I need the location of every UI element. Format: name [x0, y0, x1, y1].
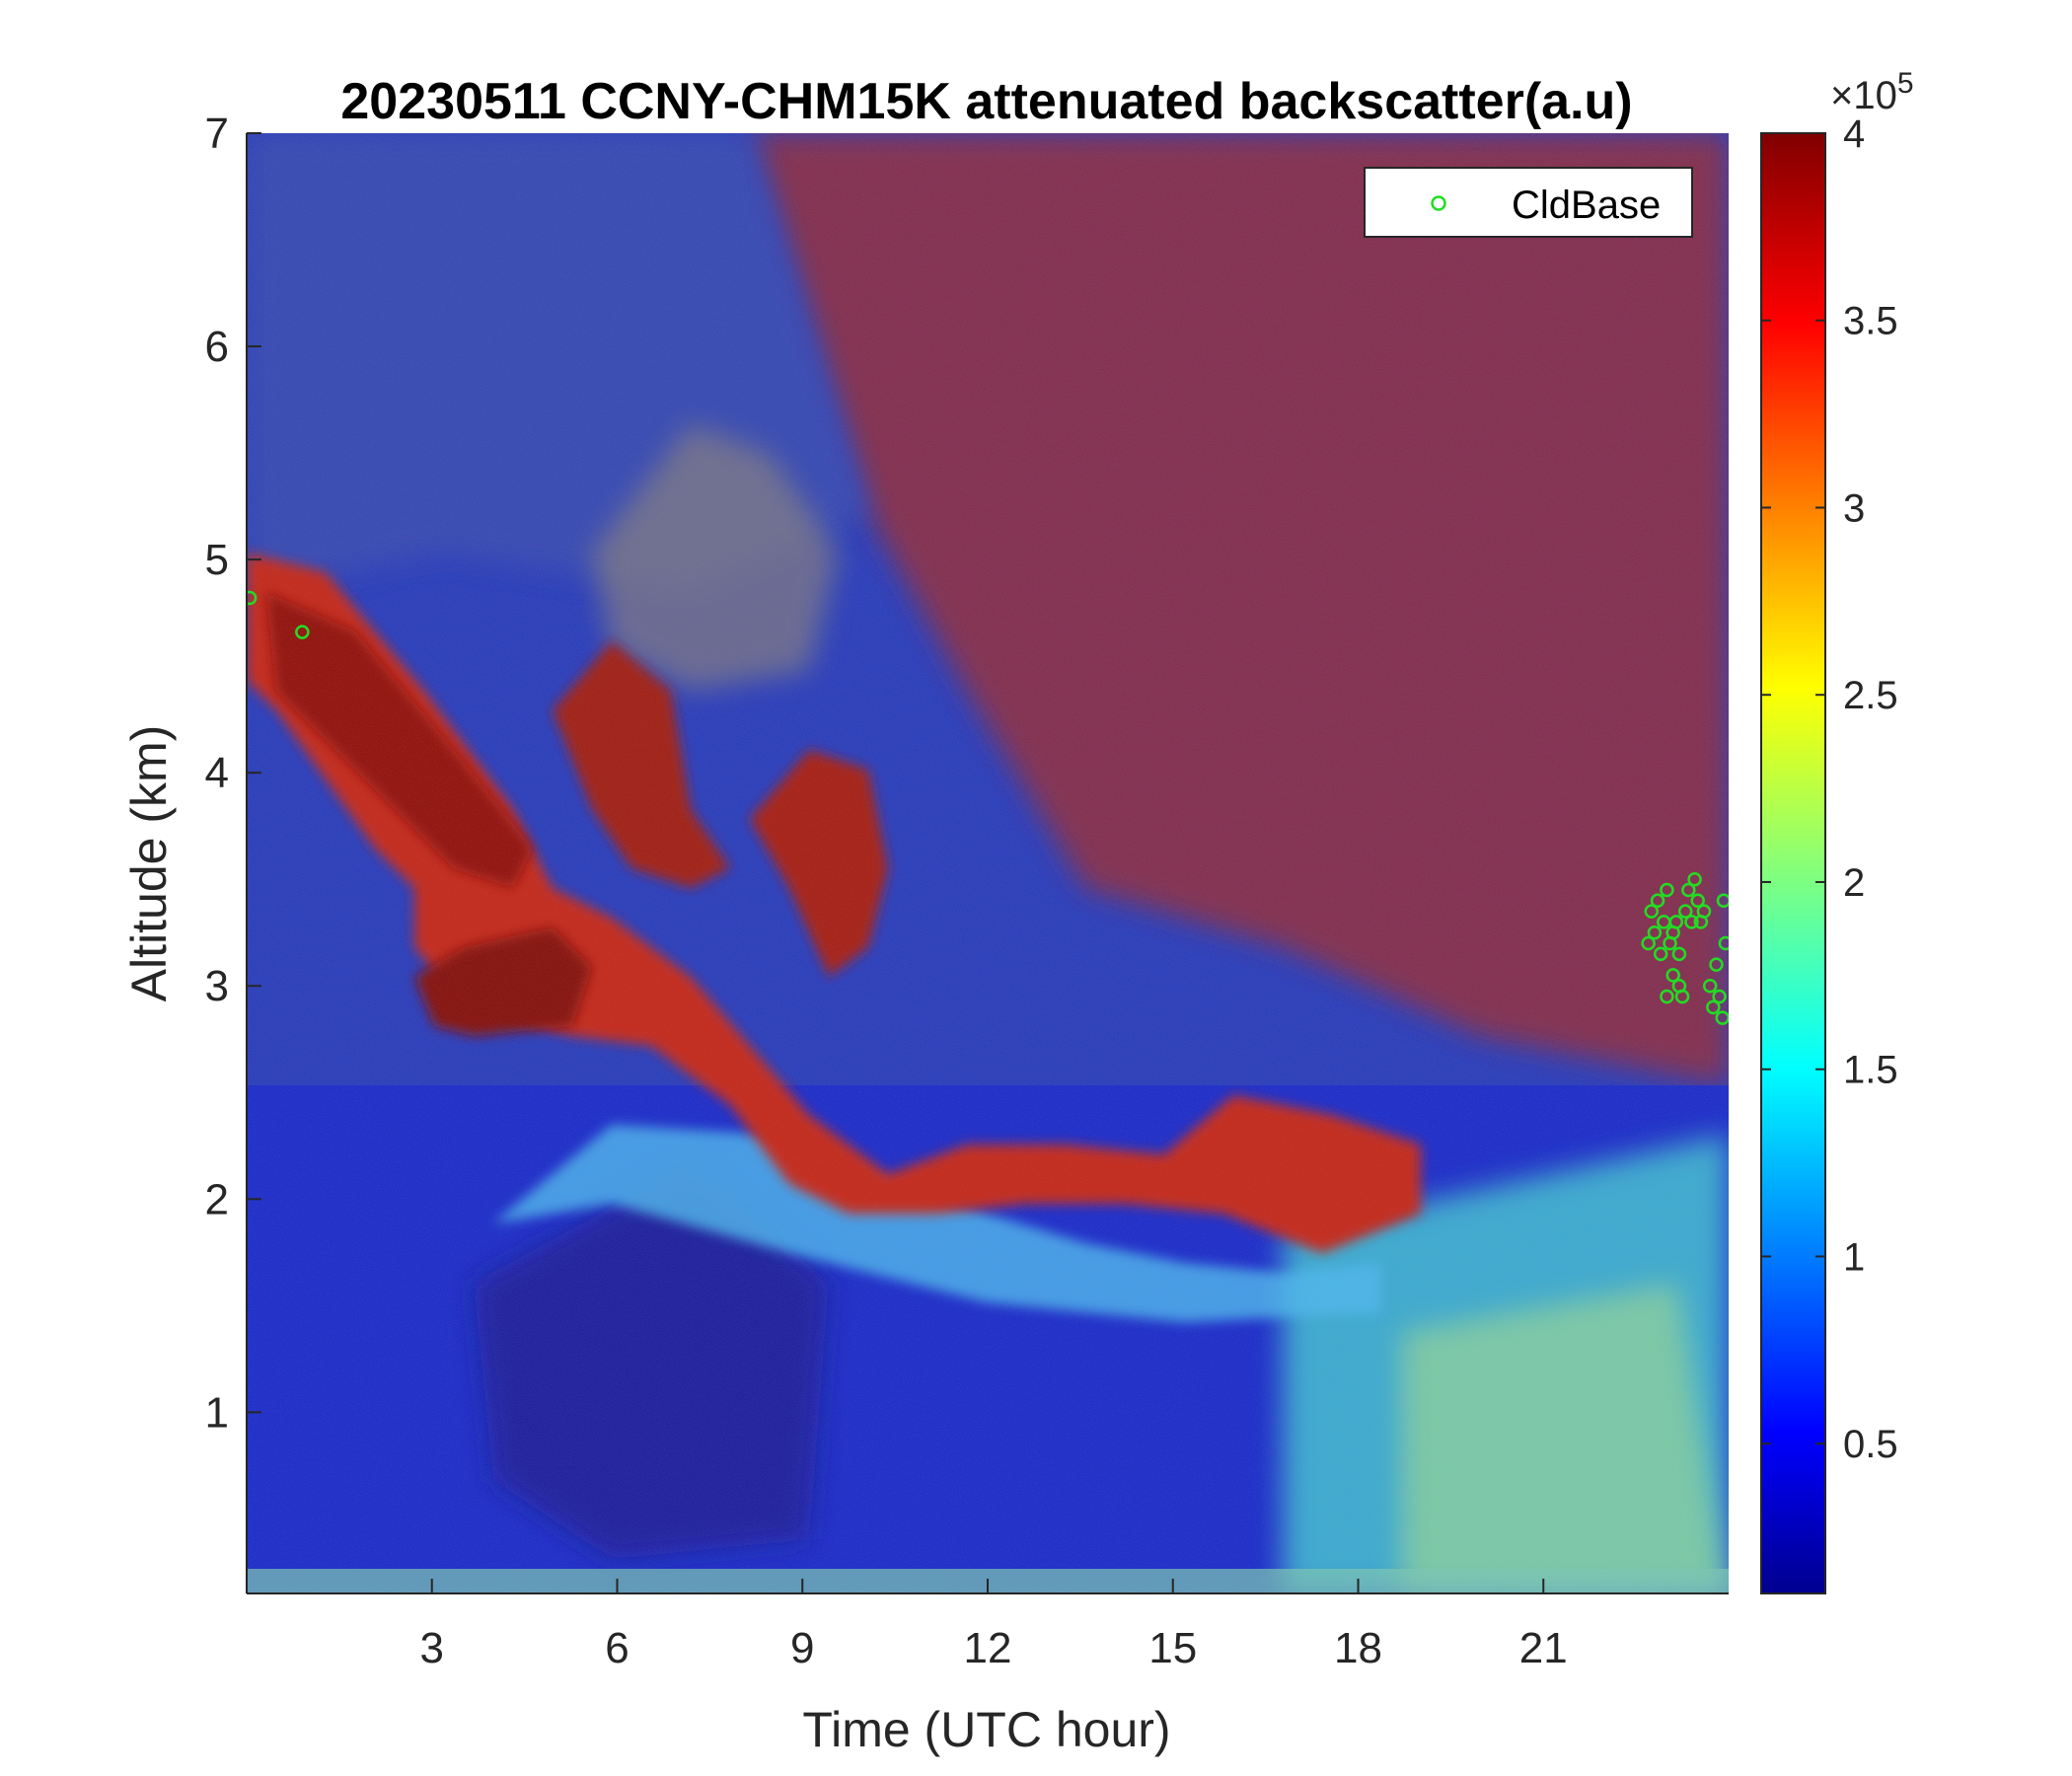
x-tick-label: 18	[1334, 1624, 1382, 1672]
colorbar: 0.5 1 1.5 2 2.5 3 3.5 4 ×105	[1760, 67, 1914, 1594]
colorbar-tick-label: 4	[1843, 112, 1865, 156]
cldbase-point	[1665, 925, 1680, 940]
colorbar-ticks: 0.5 1 1.5 2 2.5 3 3.5 4	[1761, 112, 1898, 1466]
colorbar-tick-label: 1.5	[1843, 1049, 1898, 1092]
cldbase-point	[1665, 968, 1680, 983]
legend-marker-cldbase	[1431, 195, 1446, 211]
colorbar-exponent: ×105	[1830, 67, 1914, 117]
cldbase-point	[1718, 935, 1729, 951]
cldbase-point	[1647, 925, 1663, 940]
y-tick-label: 5	[205, 536, 229, 584]
y-tick-label: 2	[205, 1175, 229, 1223]
y-tick-label: 7	[205, 110, 229, 158]
x-tick-label: 6	[605, 1624, 629, 1672]
colorbar-tick-label: 3	[1843, 486, 1865, 530]
cldbase-point	[1660, 882, 1674, 898]
legend-entry-cldbase: CldBase	[1512, 184, 1661, 227]
y-tick-label: 4	[205, 749, 229, 797]
cldbase-point	[1712, 989, 1727, 1004]
cldbase-point	[1706, 999, 1721, 1015]
cldbase-point	[1671, 946, 1687, 962]
heatmap-image	[247, 133, 1729, 1593]
cldbase-point	[1715, 1010, 1729, 1025]
colorbar-tick-label: 0.5	[1843, 1423, 1898, 1466]
cldbase-point	[1690, 893, 1705, 909]
cldbase-point	[1644, 904, 1660, 919]
cldbase-point	[295, 625, 310, 639]
x-tick-label: 15	[1148, 1624, 1197, 1672]
x-tick-label: 12	[964, 1624, 1012, 1672]
cldbase-point	[1681, 882, 1696, 898]
y-tick-label: 6	[205, 323, 229, 371]
cldbase-point	[247, 590, 258, 606]
x-axis-label: Time (UTC hour)	[802, 1702, 1170, 1757]
legend: CldBase	[1364, 167, 1693, 238]
chart-title: 20230511 CCNY-CHM15K attenuated backscat…	[340, 73, 1632, 130]
x-tick-label: 3	[420, 1624, 444, 1672]
x-tick-label: 21	[1519, 1624, 1568, 1672]
cldbase-point	[1702, 978, 1718, 994]
cldbase-point	[1709, 957, 1724, 972]
y-tick-label: 1	[205, 1388, 229, 1437]
x-tick-label: 9	[790, 1624, 814, 1672]
y-tick-label: 3	[205, 962, 229, 1010]
colorbar-gradient	[1760, 132, 1826, 1594]
cldbase-point	[1684, 915, 1699, 929]
colorbar-tick-label: 2	[1843, 861, 1865, 905]
cldbase-point	[1641, 935, 1656, 951]
x-ticks: 3 6 9 12 15 18 21	[420, 1579, 1568, 1672]
cldbase-point	[1674, 989, 1690, 1004]
cldbase-point	[1687, 871, 1702, 887]
cldbase-point	[1653, 946, 1668, 962]
y-ticks: 1 2 3 4 5 6 7	[205, 110, 261, 1437]
colorbar-tick-label: 2.5	[1843, 674, 1898, 717]
colorbar-tick-label: 1	[1843, 1235, 1865, 1279]
colorbar-tick-label: 3.5	[1843, 300, 1898, 343]
cldbase-markers	[247, 590, 1729, 1025]
cldbase-point	[1716, 893, 1729, 909]
cldbase-point	[1677, 904, 1693, 919]
cldbase-point	[1650, 893, 1665, 909]
cldbase-point	[1660, 989, 1674, 1004]
legend-box	[1364, 167, 1693, 238]
cldbase-point	[1696, 904, 1712, 919]
y-axis-label: Altitude (km)	[121, 725, 177, 1002]
